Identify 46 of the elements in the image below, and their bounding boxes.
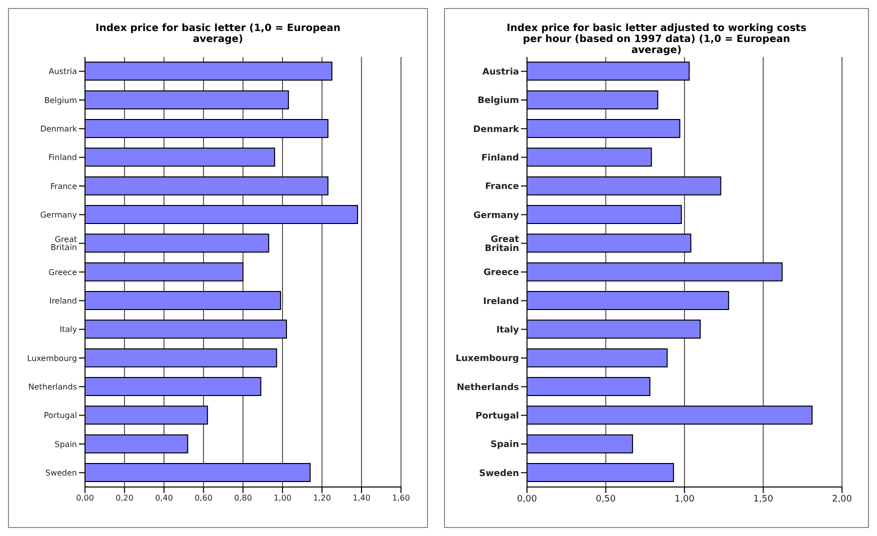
y-tick-label: Spain	[490, 440, 519, 450]
y-tick-label: Greece	[48, 268, 78, 277]
x-tick-label: 1,40	[352, 494, 370, 503]
y-tick-label: Italy	[496, 326, 520, 336]
y-tick-label: Denmark	[40, 124, 78, 134]
y-tick-label: Great Britain	[50, 235, 77, 252]
y-tick-label: Sweden	[479, 468, 519, 479]
y-tick-label: Portugal	[475, 412, 519, 422]
y-tick-label: Netherlands	[28, 382, 77, 392]
x-tick-label: 0,00	[76, 494, 94, 503]
y-tick-label: Finland	[48, 153, 77, 162]
y-tick-label: Spain	[54, 440, 77, 449]
y-tick-label: Luxembourg	[27, 354, 77, 363]
x-tick-label: 1,60	[392, 494, 410, 503]
x-tick-label: 0,50	[596, 494, 616, 504]
y-tick-label: Finland	[481, 154, 519, 164]
x-tick-label: 0,60	[194, 494, 212, 503]
x-tick-label: 1,00	[274, 494, 292, 503]
y-tick-label: Denmark	[473, 124, 520, 135]
y-tick-label: Netherlands	[456, 382, 519, 393]
y-tick-label: Belgium	[44, 96, 78, 105]
x-tick-label: 1,50	[753, 494, 774, 504]
y-tick-label: Great Britain	[484, 235, 520, 254]
y-tick-label: Ireland	[483, 296, 519, 307]
chart-title: Index price for basic letter adjusted to working costs per hour (based on 1997 data) (1,0 = European average)	[506, 22, 808, 56]
y-tick-label: Greece	[484, 268, 519, 278]
y-tick-label: Italy	[60, 325, 78, 334]
x-tick-label: 0,00	[516, 494, 538, 504]
y-tick-label: Austria	[482, 68, 519, 78]
y-tick-label: France	[50, 182, 78, 191]
y-tick-label: Luxembourg	[456, 354, 519, 364]
x-tick-label: 0,20	[116, 494, 134, 503]
x-tick-label: 0,40	[155, 494, 173, 503]
x-tick-label: 0,80	[234, 494, 252, 503]
x-tick-label: 1,20	[313, 494, 331, 503]
y-tick-label: Portugal	[44, 411, 77, 420]
y-tick-label: Germany	[40, 210, 78, 220]
y-tick-label: Ireland	[49, 296, 77, 306]
x-tick-label: 2,00	[832, 494, 852, 504]
y-tick-label: Sweden	[45, 468, 77, 478]
chart-title: Index price for basic letter (1,0 = European average)	[94, 22, 342, 47]
y-tick-label: Germany	[473, 210, 520, 221]
y-tick-label: France	[485, 182, 519, 192]
y-tick-label: Austria	[48, 67, 78, 76]
x-tick-label: 1,00	[674, 494, 695, 504]
y-tick-label: Belgium	[478, 96, 519, 106]
